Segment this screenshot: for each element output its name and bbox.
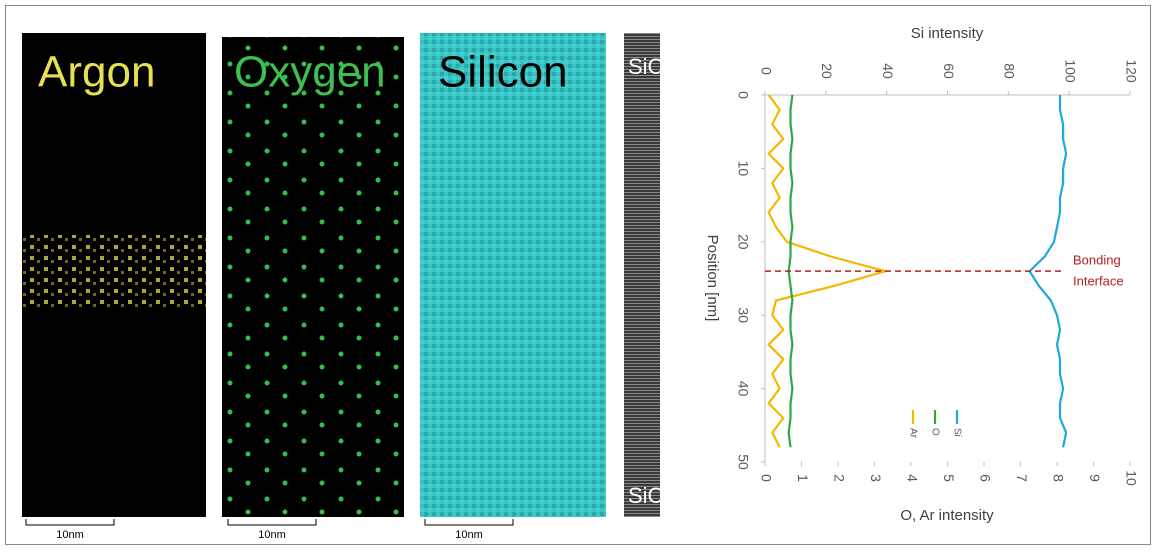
y2-tick-label: 100 bbox=[1062, 59, 1078, 83]
scale-label: 10nm bbox=[455, 529, 483, 541]
y2-tick-label: 120 bbox=[1123, 59, 1139, 83]
y-tick-label: 1 bbox=[795, 474, 811, 482]
legend-label: Si bbox=[951, 428, 962, 437]
y-tick-label: 9 bbox=[1087, 474, 1103, 482]
y-tick-label: 6 bbox=[977, 474, 993, 482]
oxygen-map bbox=[222, 37, 404, 517]
scale-bar bbox=[25, 519, 514, 526]
y-tick-label: 3 bbox=[868, 474, 884, 482]
y2-tick-label: 60 bbox=[941, 63, 957, 79]
tem-label: SiC bbox=[628, 54, 664, 79]
map-label: Silicon bbox=[438, 48, 568, 97]
silicon-map bbox=[420, 33, 606, 517]
annotation: Bonding bbox=[1073, 253, 1121, 268]
y-tick-label: 0 bbox=[758, 474, 774, 482]
y2-tick-label: 40 bbox=[880, 63, 896, 79]
x-tick-label: 40 bbox=[735, 381, 751, 397]
argon-band bbox=[22, 235, 206, 310]
scale-bars bbox=[25, 519, 514, 526]
y-tick-label: 10 bbox=[1123, 470, 1139, 486]
y-tick-label: 5 bbox=[941, 474, 957, 482]
frame bbox=[5, 5, 1151, 545]
annotation: Interface bbox=[1073, 274, 1124, 289]
legend-label: Ar bbox=[907, 428, 918, 439]
scale-label: 10nm bbox=[56, 529, 84, 541]
x-tick-label: 0 bbox=[735, 91, 751, 99]
bottom-axis-title: O, Ar intensity bbox=[900, 507, 994, 524]
x-tick-label: 20 bbox=[735, 234, 751, 250]
tem-image bbox=[624, 33, 660, 517]
y2-tick-label: 0 bbox=[758, 67, 774, 75]
y-tick-label: 8 bbox=[1050, 474, 1066, 482]
position-axis-title: Position [nm] bbox=[704, 235, 721, 322]
y-tick-label: 4 bbox=[904, 474, 920, 482]
y-tick-label: 2 bbox=[831, 474, 847, 482]
legend-label: O bbox=[929, 428, 940, 436]
tem-label: SiC bbox=[628, 483, 664, 508]
map-label: Oxygen bbox=[234, 48, 386, 97]
y2-tick-label: 80 bbox=[1002, 63, 1018, 79]
y2-tick-label: 20 bbox=[819, 63, 835, 79]
x-tick-label: 10 bbox=[735, 161, 751, 177]
map-label: Argon bbox=[38, 48, 155, 97]
top-axis-title: Si intensity bbox=[911, 25, 984, 42]
y-tick-label: 7 bbox=[1014, 474, 1030, 482]
x-tick-label: 30 bbox=[735, 307, 751, 323]
scale-label: 10nm bbox=[258, 529, 286, 541]
x-tick-label: 50 bbox=[735, 454, 751, 470]
